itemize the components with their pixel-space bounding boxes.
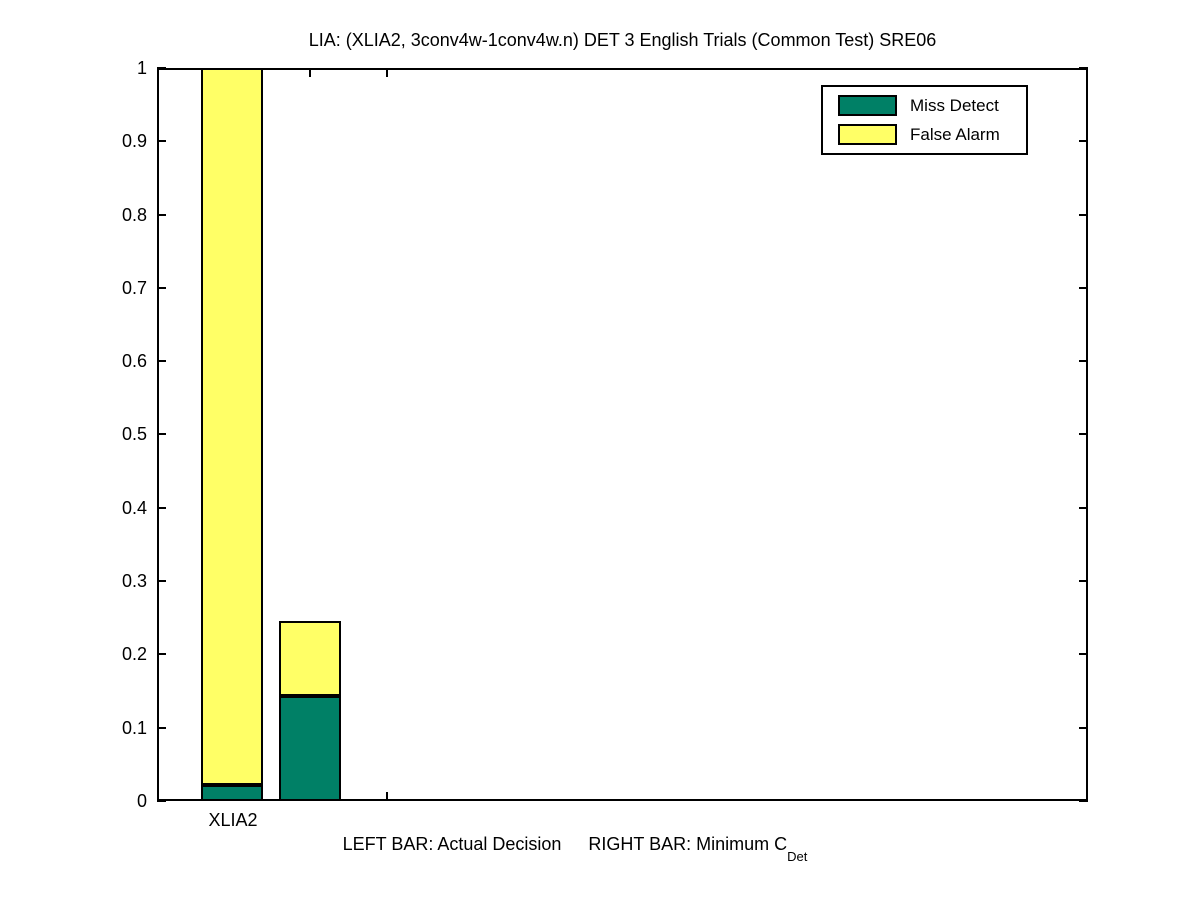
y-tick-label: 0.5	[121, 424, 147, 444]
legend-item-false-alarm: False Alarm	[838, 124, 1026, 145]
x-axis-tick	[386, 792, 388, 801]
y-tick-label: 0.2	[121, 644, 147, 664]
y-axis-tick-right	[1079, 287, 1088, 289]
y-axis-tick	[157, 653, 166, 655]
y-tick-label: 0.6	[121, 351, 147, 371]
y-axis-tick-right	[1079, 580, 1088, 582]
y-axis-tick	[157, 433, 166, 435]
y-axis-tick	[157, 214, 166, 216]
y-axis-tick-right	[1079, 653, 1088, 655]
caption-left-bar: LEFT BAR: Actual Decision	[342, 834, 562, 854]
x-axis-tick-top	[386, 68, 388, 77]
chart-title: LIA: (XLIA2, 3conv4w-1conv4w.n) DET 3 En…	[308, 30, 937, 50]
y-axis-tick-right	[1079, 360, 1088, 362]
axis-caption: LEFT BAR: Actual Decision RIGHT BAR: Min…	[342, 834, 808, 863]
y-axis-tick	[157, 800, 166, 802]
y-axis-tick-right	[1079, 800, 1088, 802]
y-axis-tick	[157, 287, 166, 289]
legend-item-miss-detect: Miss Detect	[838, 95, 1026, 116]
bar-segment-miss-detect	[201, 785, 263, 801]
y-axis-tick	[157, 580, 166, 582]
y-axis-tick	[157, 727, 166, 729]
y-axis-tick-right	[1079, 507, 1088, 509]
y-tick-label: 0.7	[121, 278, 147, 298]
y-axis-tick-right	[1079, 727, 1088, 729]
y-tick-label: 0.4	[121, 498, 147, 518]
bar-segment-false-alarm	[201, 68, 263, 785]
y-tick-label: 0.3	[121, 571, 147, 591]
miss-detect-swatch-icon	[838, 95, 897, 116]
caption-right-bar-text: RIGHT BAR: Minimum C	[588, 834, 788, 854]
legend-label-miss-detect: Miss Detect	[910, 96, 999, 115]
bar-segment-false-alarm	[279, 621, 341, 696]
legend-label-false-alarm: False Alarm	[910, 125, 1000, 144]
y-tick-label: 0.9	[121, 131, 147, 151]
x-axis-tick-top	[309, 68, 311, 77]
y-axis-tick-right	[1079, 433, 1088, 435]
false-alarm-swatch-icon	[838, 124, 897, 145]
x-tick-label-xlia2: XLIA2	[208, 810, 258, 830]
y-axis-tick	[157, 140, 166, 142]
y-tick-label: 0	[136, 791, 147, 811]
y-axis-tick-right	[1079, 214, 1088, 216]
y-axis-tick-right	[1079, 67, 1088, 69]
legend-box: Miss Detect False Alarm	[821, 85, 1028, 155]
plot-area	[157, 67, 1088, 802]
caption-right-bar: RIGHT BAR: Minimum CDet	[588, 834, 807, 863]
y-axis-tick	[157, 67, 166, 69]
y-axis-tick-right	[1079, 140, 1088, 142]
y-axis-tick	[157, 360, 166, 362]
y-tick-label: 0.8	[121, 205, 147, 225]
y-tick-label: 1	[136, 58, 147, 78]
caption-det-subscript: Det	[787, 848, 808, 864]
y-axis-tick	[157, 507, 166, 509]
bar-segment-miss-detect	[279, 696, 341, 801]
y-tick-label: 0.1	[121, 718, 147, 738]
